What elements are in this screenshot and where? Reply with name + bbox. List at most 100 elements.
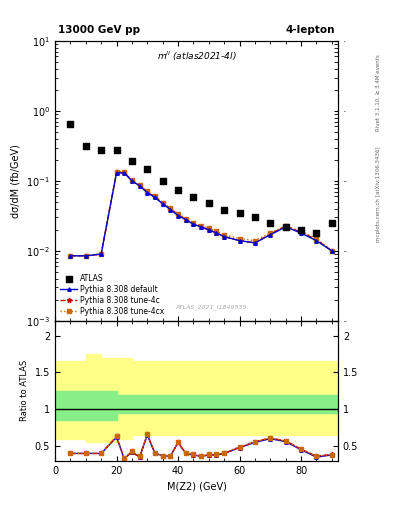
ATLAS (237, 209, 243, 217)
Pythia 8.308 tune-4c (253, 240, 257, 246)
Text: 13000 GeV pp: 13000 GeV pp (58, 26, 140, 35)
Pythia 8.308 tune-4c (184, 217, 188, 223)
Pythia 8.308 default (253, 240, 257, 246)
Pythia 8.308 tune-4c (152, 194, 157, 200)
Pythia 8.308 tune-4cx (83, 253, 88, 259)
Text: m$^{ll}$ (atlas2021-4l): m$^{ll}$ (atlas2021-4l) (157, 49, 236, 63)
Pythia 8.308 tune-4cx (130, 177, 134, 183)
Pythia 8.308 default (168, 206, 173, 212)
Pythia 8.308 tune-4c (299, 229, 303, 235)
Pythia 8.308 tune-4c (137, 182, 142, 188)
Pythia 8.308 tune-4cx (237, 236, 242, 242)
Pythia 8.308 tune-4cx (114, 169, 119, 175)
Pythia 8.308 default (130, 178, 134, 184)
Legend: ATLAS, Pythia 8.308 default, Pythia 8.308 tune-4c, Pythia 8.308 tune-4cx: ATLAS, Pythia 8.308 default, Pythia 8.30… (59, 272, 166, 317)
Pythia 8.308 default (299, 230, 303, 236)
Pythia 8.308 tune-4c (145, 189, 150, 195)
Text: ATLAS_2021_I1849535: ATLAS_2021_I1849535 (175, 304, 246, 310)
Pythia 8.308 tune-4c (191, 221, 196, 227)
Pythia 8.308 default (283, 224, 288, 230)
Pythia 8.308 tune-4c (68, 253, 73, 259)
Y-axis label: Ratio to ATLAS: Ratio to ATLAS (20, 360, 29, 421)
Pythia 8.308 tune-4cx (176, 210, 180, 217)
Pythia 8.308 tune-4cx (160, 200, 165, 206)
Pythia 8.308 tune-4c (114, 169, 119, 175)
Pythia 8.308 default (222, 233, 226, 240)
Pythia 8.308 tune-4cx (122, 169, 127, 175)
Pythia 8.308 tune-4cx (145, 188, 150, 195)
Pythia 8.308 tune-4cx (168, 205, 173, 211)
Pythia 8.308 tune-4c (130, 178, 134, 184)
Line: Pythia 8.308 tune-4cx: Pythia 8.308 tune-4cx (69, 170, 334, 258)
ATLAS (67, 120, 73, 128)
Pythia 8.308 default (114, 170, 119, 176)
ATLAS (206, 199, 212, 207)
Pythia 8.308 default (184, 217, 188, 223)
Pythia 8.308 default (206, 227, 211, 233)
ATLAS (114, 145, 120, 154)
Pythia 8.308 tune-4c (237, 238, 242, 244)
Pythia 8.308 default (176, 212, 180, 219)
Pythia 8.308 tune-4cx (299, 228, 303, 234)
Pythia 8.308 tune-4c (160, 200, 165, 206)
ATLAS (129, 157, 135, 165)
Pythia 8.308 tune-4c (122, 169, 127, 176)
Text: Rivet 3.1.10, ≥ 3.4M events: Rivet 3.1.10, ≥ 3.4M events (376, 54, 380, 131)
Pythia 8.308 tune-4cx (214, 228, 219, 234)
Pythia 8.308 tune-4cx (329, 248, 334, 254)
Pythia 8.308 default (314, 238, 319, 244)
Text: 4-lepton: 4-lepton (286, 26, 335, 35)
Y-axis label: dσ/dM (fb/GeV): dσ/dM (fb/GeV) (11, 144, 20, 218)
Pythia 8.308 tune-4c (168, 206, 173, 212)
Pythia 8.308 tune-4cx (191, 220, 196, 226)
ATLAS (190, 194, 196, 202)
Pythia 8.308 tune-4c (222, 233, 226, 240)
Pythia 8.308 default (268, 232, 273, 238)
Pythia 8.308 tune-4c (283, 223, 288, 229)
ATLAS (313, 229, 320, 237)
Pythia 8.308 tune-4cx (99, 251, 103, 257)
Pythia 8.308 default (329, 248, 334, 254)
ATLAS (83, 141, 89, 150)
ATLAS (283, 223, 289, 231)
Pythia 8.308 tune-4c (99, 251, 103, 257)
ATLAS (267, 219, 274, 227)
Pythia 8.308 tune-4c (206, 227, 211, 233)
Pythia 8.308 tune-4c (314, 237, 319, 243)
ATLAS (175, 185, 181, 194)
Pythia 8.308 tune-4cx (137, 182, 142, 188)
Pythia 8.308 tune-4cx (206, 225, 211, 231)
Pythia 8.308 tune-4c (268, 231, 273, 237)
Line: Pythia 8.308 default: Pythia 8.308 default (69, 171, 334, 258)
Pythia 8.308 default (199, 224, 204, 230)
Pythia 8.308 tune-4cx (152, 193, 157, 199)
Pythia 8.308 default (122, 170, 127, 176)
Pythia 8.308 tune-4c (176, 211, 180, 218)
Pythia 8.308 tune-4cx (253, 238, 257, 244)
ATLAS (144, 164, 151, 173)
Pythia 8.308 default (214, 230, 219, 236)
ATLAS (252, 214, 258, 222)
Pythia 8.308 default (137, 183, 142, 189)
Pythia 8.308 default (160, 201, 165, 207)
Pythia 8.308 default (191, 221, 196, 227)
Pythia 8.308 tune-4cx (199, 223, 204, 229)
Pythia 8.308 tune-4c (329, 248, 334, 254)
Pythia 8.308 tune-4cx (314, 236, 319, 242)
Pythia 8.308 default (99, 251, 103, 257)
ATLAS (160, 177, 166, 185)
Pythia 8.308 tune-4c (199, 224, 204, 230)
Pythia 8.308 default (152, 195, 157, 201)
Pythia 8.308 default (68, 253, 73, 259)
ATLAS (329, 219, 335, 227)
Pythia 8.308 tune-4cx (283, 223, 288, 229)
Text: mcplots.cern.ch [arXiv:1306.3436]: mcplots.cern.ch [arXiv:1306.3436] (376, 147, 380, 242)
Line: Pythia 8.308 tune-4c: Pythia 8.308 tune-4c (68, 170, 334, 258)
Pythia 8.308 tune-4c (83, 253, 88, 259)
Pythia 8.308 tune-4cx (184, 216, 188, 222)
Pythia 8.308 tune-4cx (68, 253, 73, 259)
ATLAS (298, 226, 304, 234)
Pythia 8.308 default (237, 238, 242, 244)
ATLAS (221, 206, 227, 215)
X-axis label: M(Z2) (GeV): M(Z2) (GeV) (167, 481, 226, 491)
